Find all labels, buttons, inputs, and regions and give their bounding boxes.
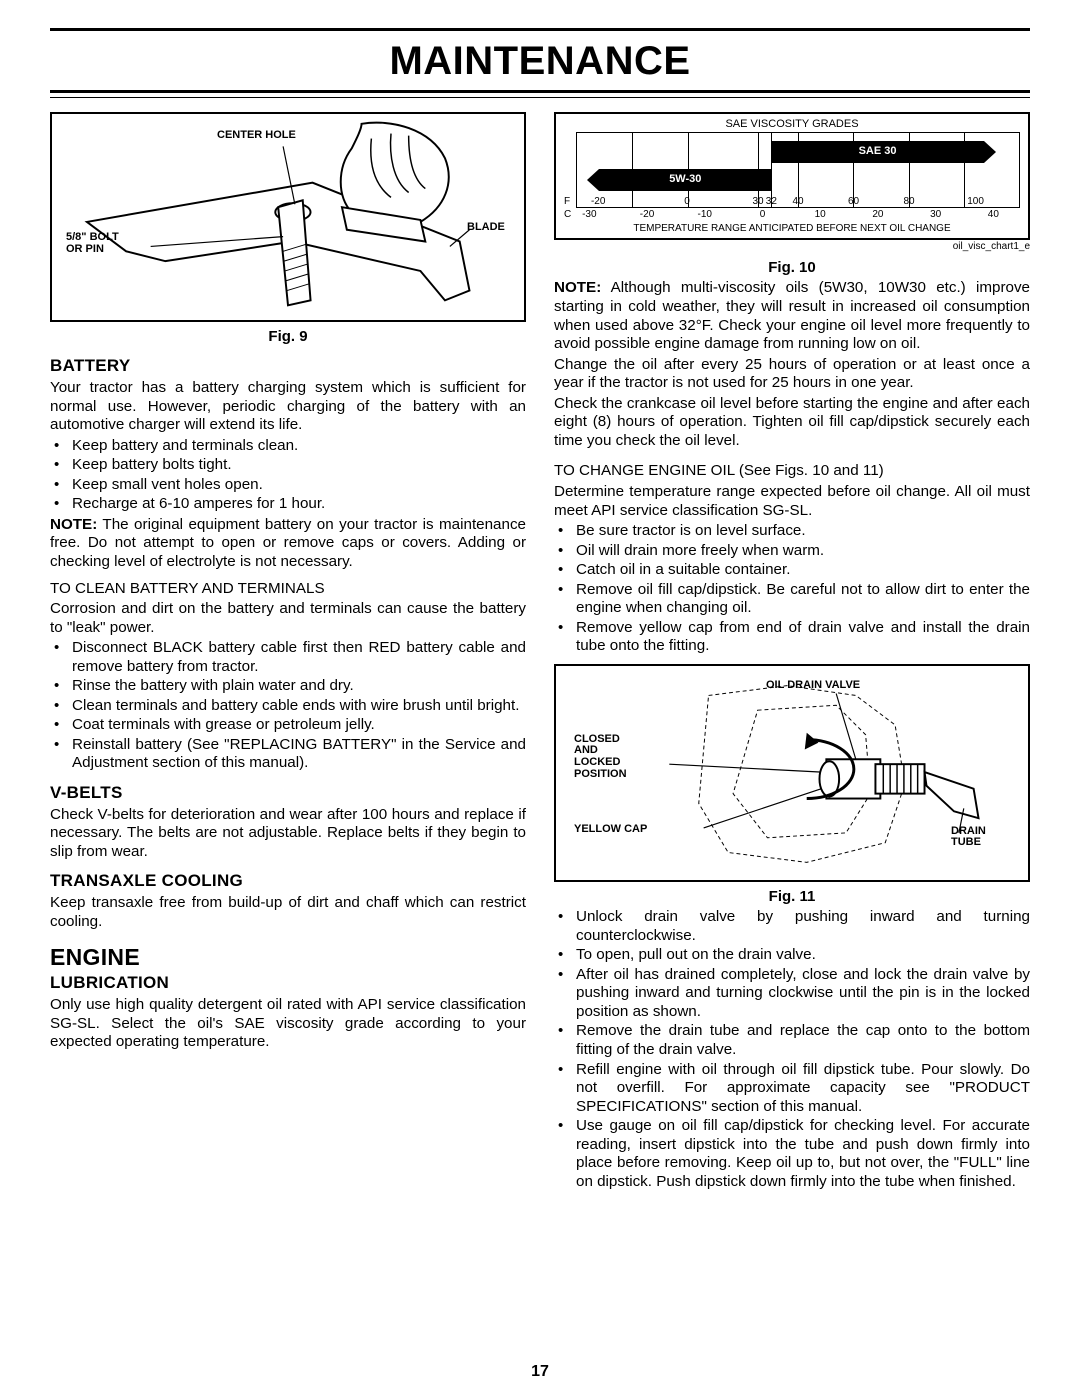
list-item: Keep battery and terminals clean. [72, 437, 526, 456]
viscosity-title: SAE VISCOSITY GRADES [556, 118, 1028, 131]
figure-9: CENTER HOLE BLADE 5/8" BOLT OR PIN [50, 112, 526, 322]
oil-list-2: Unlock drain valve by pushing inward and… [554, 908, 1030, 1191]
list-item: Rinse the battery with plain water and d… [72, 677, 526, 696]
crank-para: Check the crankcase oil level before sta… [554, 395, 1030, 451]
left-column: CENTER HOLE BLADE 5/8" BOLT OR PIN Fig. … [50, 112, 526, 1193]
transaxle-heading: TRANSAXLE COOLING [50, 871, 526, 892]
vbelts-para: Check V-belts for deterioration and wear… [50, 806, 526, 862]
tick: 80 [894, 196, 924, 208]
f-label: F [564, 196, 570, 208]
figure-11: OIL DRAIN VALVE CLOSED AND LOCKED POSITI… [554, 664, 1030, 882]
list-item: After oil has drained completely, close … [576, 966, 1030, 1022]
oil-list-1: Be sure tractor is on level surface. Oil… [554, 522, 1030, 656]
battery-list: Keep battery and terminals clean. Keep b… [50, 437, 526, 514]
list-item: Clean terminals and battery cable ends w… [72, 697, 526, 716]
fig11-caption: Fig. 11 [554, 888, 1030, 906]
list-item: To open, pull out on the drain valve. [576, 946, 1030, 965]
tick: 20 [863, 209, 893, 221]
tick: -10 [690, 209, 720, 221]
sae30-bar: SAE 30 [771, 141, 983, 163]
list-item: Remove yellow cap from end of drain valv… [576, 619, 1030, 656]
label-oil-drain-valve: OIL DRAIN VALVE [766, 680, 860, 692]
list-item: Coat terminals with grease or petroleum … [72, 716, 526, 735]
rule-heavy [50, 28, 1030, 31]
engine-heading: ENGINE [50, 943, 526, 971]
label-closed: CLOSED AND LOCKED POSITION [574, 734, 627, 780]
label-drain-tube: DRAIN TUBE [951, 826, 986, 849]
tick: 32 [756, 196, 786, 208]
list-item: Remove oil fill cap/dipstick. Be careful… [576, 581, 1030, 618]
battery-note: NOTE: The original equipment battery on … [50, 516, 526, 572]
tick: 0 [747, 209, 777, 221]
tick: -20 [583, 196, 613, 208]
change-para: Change the oil after every 25 hours of o… [554, 356, 1030, 393]
fig10-caption: Fig. 10 [554, 259, 1030, 277]
page-title: MAINTENANCE [50, 39, 1030, 84]
transaxle-para: Keep transaxle free from build-up of dir… [50, 894, 526, 931]
sae30-label: SAE 30 [859, 145, 897, 158]
w530-bar: 5W-30 [599, 169, 771, 191]
list-item: Refill engine with oil through oil fill … [576, 1061, 1030, 1117]
clean-heading: TO CLEAN BATTERY AND TERMINALS [50, 580, 526, 599]
lubrication-heading: LUBRICATION [50, 973, 526, 994]
label-bolt: 5/8" BOLT OR PIN [66, 232, 119, 255]
list-item: Keep small vent holes open. [72, 476, 526, 495]
tick: 100 [961, 196, 991, 208]
label-blade: BLADE [467, 222, 505, 234]
tochange-heading: TO CHANGE ENGINE OIL (See Figs. 10 and 1… [554, 462, 1030, 481]
list-item: Use gauge on oil fill cap/dipstick for c… [576, 1117, 1030, 1191]
lubrication-para: Only use high quality detergent oil rate… [50, 996, 526, 1052]
tick: 60 [839, 196, 869, 208]
vbelts-heading: V-BELTS [50, 783, 526, 804]
page-number: 17 [0, 1363, 1080, 1381]
list-item: Remove the drain tube and replace the ca… [576, 1022, 1030, 1059]
clean-para: Corrosion and dirt on the battery and te… [50, 600, 526, 637]
rule-thin [50, 97, 1030, 98]
tick: -20 [632, 209, 662, 221]
list-item: Reinstall battery (See "REPLACING BATTER… [72, 736, 526, 773]
tick: 30 [921, 209, 951, 221]
det-para: Determine temperature range expected bef… [554, 483, 1030, 520]
c-label: C [564, 209, 571, 221]
list-item: Be sure tractor is on level surface. [576, 522, 1030, 541]
figure-10: SAE VISCOSITY GRADES SAE 30 5W-30 F C [554, 112, 1030, 240]
list-item: Catch oil in a suitable container. [576, 561, 1030, 580]
oil-note-text: Although multi-viscosity oils (5W30, 10W… [554, 279, 1030, 352]
battery-heading: BATTERY [50, 356, 526, 377]
label-yellow-cap: YELLOW CAP [574, 824, 647, 836]
battery-para: Your tractor has a battery charging syst… [50, 379, 526, 435]
tick: -30 [574, 209, 604, 221]
right-column: SAE VISCOSITY GRADES SAE 30 5W-30 F C [554, 112, 1030, 1193]
fig9-svg [52, 114, 524, 320]
tick: 10 [805, 209, 835, 221]
label-center-hole: CENTER HOLE [217, 130, 296, 142]
chart-footer: TEMPERATURE RANGE ANTICIPATED BEFORE NEX… [556, 223, 1028, 235]
clean-list: Disconnect BLACK battery cable first the… [50, 639, 526, 773]
fig9-caption: Fig. 9 [50, 328, 526, 346]
list-item: Disconnect BLACK battery cable first the… [72, 639, 526, 676]
rule-heavy-2 [50, 90, 1030, 93]
w530-label: 5W-30 [669, 173, 701, 186]
chart-credit: oil_visc_chart1_e [554, 241, 1030, 253]
list-item: Keep battery bolts tight. [72, 456, 526, 475]
list-item: Unlock drain valve by pushing inward and… [576, 908, 1030, 945]
list-item: Recharge at 6-10 amperes for 1 hour. [72, 495, 526, 514]
oil-note: NOTE: Although multi-viscosity oils (5W3… [554, 279, 1030, 353]
tick: 40 [783, 196, 813, 208]
list-item: Oil will drain more freely when warm. [576, 542, 1030, 561]
tick: 40 [978, 209, 1008, 221]
tick: 0 [672, 196, 702, 208]
content-columns: CENTER HOLE BLADE 5/8" BOLT OR PIN Fig. … [50, 112, 1030, 1193]
